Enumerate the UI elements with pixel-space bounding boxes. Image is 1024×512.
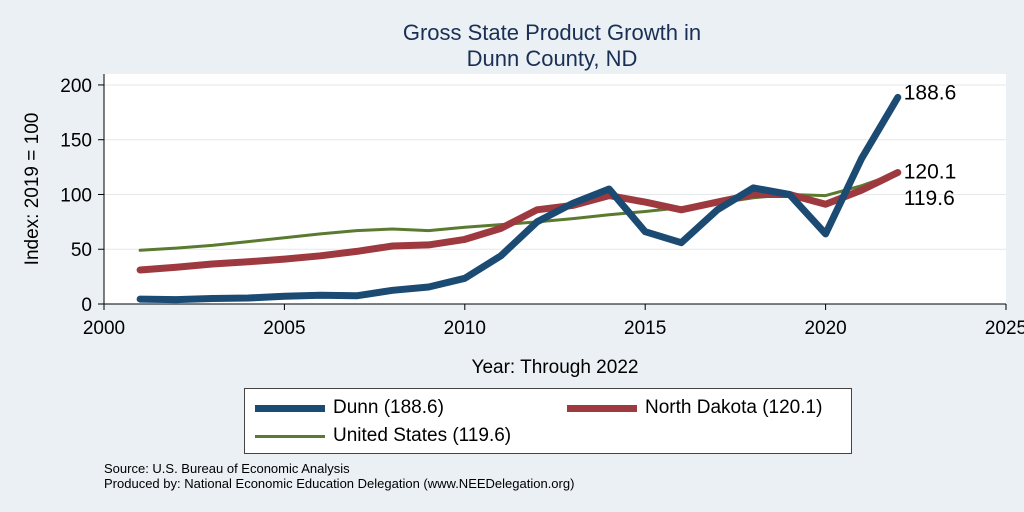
legend-swatch-dunn: [255, 404, 325, 412]
end-label-dunn: 188.6: [904, 81, 957, 104]
legend: Dunn (188.6) North Dakota (120.1) United…: [244, 388, 852, 454]
y-tick-label-200: 200: [60, 76, 92, 97]
legend-swatch-north-dakota: [567, 404, 637, 412]
series-line-dunn: [136, 93, 902, 304]
end-label-united-states: 119.6: [904, 187, 955, 210]
x-axis-label: Year: Through 2022: [472, 357, 639, 378]
produced-by-line: Produced by: National Economic Education…: [104, 476, 575, 491]
legend-item-north-dakota: North Dakota (120.1): [567, 397, 822, 419]
chart-title-line1: Gross State Product Growth in: [402, 20, 702, 45]
x-tick-label-2000: 2000: [83, 318, 125, 339]
legend-item-united-states: United States (119.6): [255, 425, 511, 447]
legend-label-united-states: United States (119.6): [333, 425, 512, 446]
source-line: Source: U.S. Bureau of Economic Analysis: [104, 461, 350, 476]
x-tick-label-2020: 2020: [804, 318, 846, 339]
y-tick-label-0: 0: [81, 295, 92, 316]
chart-title-line2: Dunn County, ND: [466, 46, 638, 71]
legend-label-north-dakota: North Dakota (120.1): [645, 397, 823, 418]
y-tick-label-50: 50: [71, 240, 92, 261]
y-axis-label: Index: 2019 = 100: [22, 113, 43, 266]
x-tick-label-2025: 2025: [985, 318, 1024, 339]
x-tick-label-2010: 2010: [444, 318, 486, 339]
x-tick-label-2005: 2005: [263, 318, 305, 339]
x-tick-label-2015: 2015: [624, 318, 666, 339]
legend-item-dunn: Dunn (188.6): [255, 397, 444, 419]
y-tick-label-150: 150: [60, 131, 92, 152]
legend-label-dunn: Dunn (188.6): [333, 397, 444, 418]
legend-swatch-united-states: [255, 434, 325, 438]
y-tick-label-100: 100: [60, 185, 92, 206]
end-label-north-dakota: 120.1: [904, 160, 957, 183]
